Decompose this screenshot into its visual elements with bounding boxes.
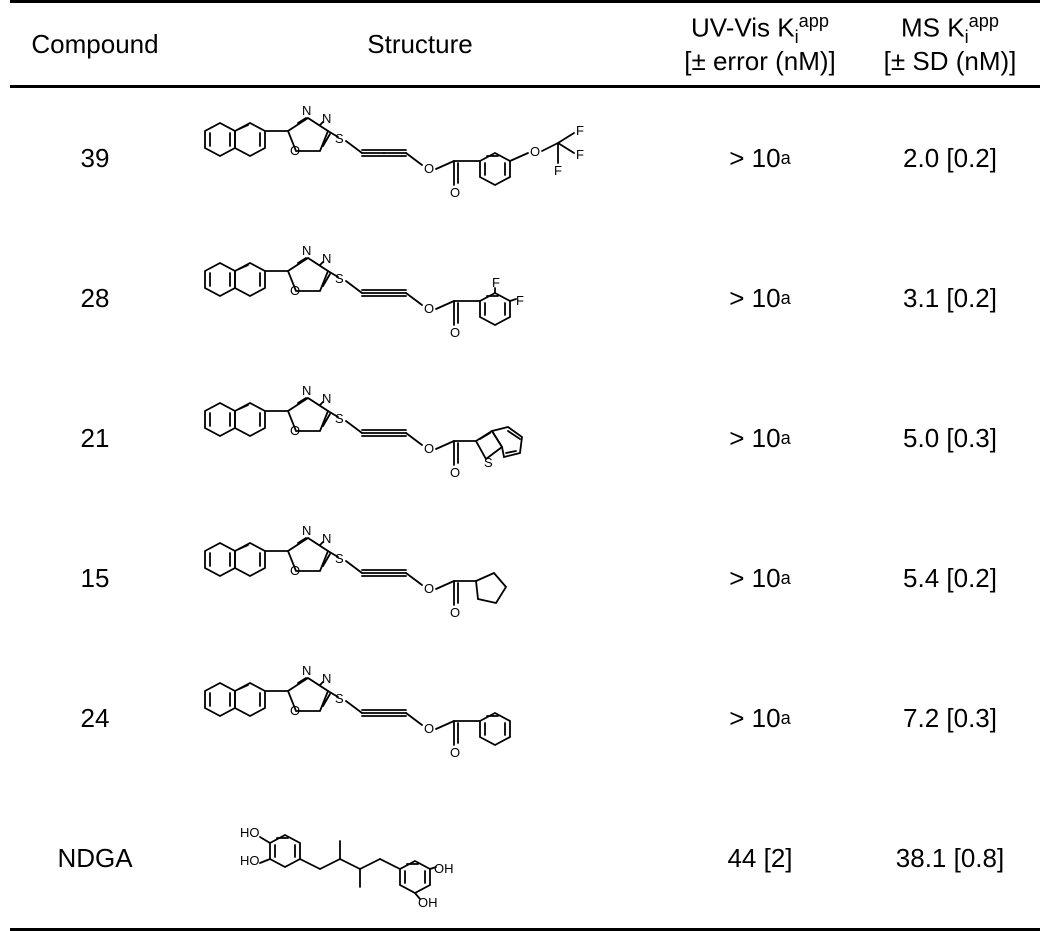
svg-text:O: O	[290, 563, 300, 578]
cell-compound: 24	[10, 703, 180, 734]
svg-text:N: N	[302, 243, 311, 258]
svg-text:O: O	[424, 301, 434, 316]
cell-structure: O NN S O O S	[180, 373, 660, 503]
table-row: 24 O NN S O O	[10, 648, 1040, 788]
svg-text:N: N	[302, 103, 311, 118]
cell-structure: HO HO OH OH	[180, 793, 660, 923]
svg-text:S: S	[335, 691, 344, 706]
svg-text:O: O	[450, 745, 460, 760]
header-compound: Compound	[10, 29, 180, 60]
svg-text:S: S	[335, 411, 344, 426]
cell-ms: 5.4 [0.2]	[860, 563, 1040, 594]
svg-text:O: O	[424, 161, 434, 176]
structure-24: O NN S O O	[180, 653, 660, 783]
cell-uvvis: > 10a	[660, 563, 860, 594]
table-header: Compound Structure UV-Vis Kiapp [± error…	[10, 0, 1040, 88]
svg-text:N: N	[302, 523, 311, 538]
svg-text:OH: OH	[434, 861, 454, 876]
table-row: NDGA HO HO	[10, 788, 1040, 928]
svg-text:O: O	[290, 283, 300, 298]
svg-text:O: O	[424, 441, 434, 456]
compound-table: Compound Structure UV-Vis Kiapp [± error…	[0, 0, 1050, 926]
svg-text:O: O	[290, 703, 300, 718]
cell-ms: 5.0 [0.3]	[860, 423, 1040, 454]
svg-text:F: F	[492, 275, 500, 290]
cell-structure: O NN S O O	[180, 653, 660, 783]
svg-text:S: S	[335, 131, 344, 146]
structure-28: O NN S O O F F	[180, 233, 660, 363]
cell-compound: NDGA	[10, 843, 180, 874]
svg-text:O: O	[450, 185, 460, 200]
svg-text:HO: HO	[240, 825, 260, 840]
svg-text:F: F	[576, 123, 584, 138]
svg-text:O: O	[450, 325, 460, 340]
svg-text:F: F	[554, 163, 562, 178]
header-uvvis: UV-Vis Kiapp [± error (nM)]	[660, 11, 860, 78]
cell-ms: 38.1 [0.8]	[860, 843, 1040, 874]
structure-39: O NN S O O	[180, 93, 660, 223]
cell-compound: 21	[10, 423, 180, 454]
cell-ms: 3.1 [0.2]	[860, 283, 1040, 314]
cell-compound: 28	[10, 283, 180, 314]
svg-text:HO: HO	[240, 853, 260, 868]
cell-uvvis: > 10a	[660, 703, 860, 734]
cell-ms: 7.2 [0.3]	[860, 703, 1040, 734]
svg-text:N: N	[302, 663, 311, 678]
svg-text:N: N	[322, 531, 331, 546]
svg-text:OH: OH	[418, 895, 438, 910]
cell-uvvis: 44 [2]	[660, 843, 860, 874]
cell-compound: 15	[10, 563, 180, 594]
svg-text:O: O	[290, 143, 300, 158]
cell-structure: O NN S O O F F	[180, 233, 660, 363]
svg-text:O: O	[450, 465, 460, 480]
table-row: 15 O NN S O O	[10, 508, 1040, 648]
cell-structure: O NN S O O	[180, 93, 660, 223]
cell-uvvis: > 10a	[660, 283, 860, 314]
cell-structure: O NN S O O	[180, 513, 660, 643]
table-row: 21 O NN S O O	[10, 368, 1040, 508]
svg-text:F: F	[576, 147, 584, 162]
svg-text:N: N	[322, 251, 331, 266]
svg-text:O: O	[424, 581, 434, 596]
svg-text:S: S	[335, 551, 344, 566]
structure-ndga: HO HO OH OH	[180, 793, 660, 923]
table-row: 39 O NN S	[10, 88, 1040, 228]
cell-compound: 39	[10, 143, 180, 174]
table-row: 28 O NN S O O	[10, 228, 1040, 368]
structure-21: O NN S O O S	[180, 373, 660, 503]
svg-text:N: N	[322, 111, 331, 126]
svg-text:F: F	[516, 293, 524, 308]
cell-ms: 2.0 [0.2]	[860, 143, 1040, 174]
svg-text:O: O	[290, 423, 300, 438]
svg-text:N: N	[302, 383, 311, 398]
header-ms: MS Kiapp [± SD (nM)]	[860, 11, 1040, 78]
svg-text:S: S	[335, 271, 344, 286]
svg-text:N: N	[322, 391, 331, 406]
cell-uvvis: > 10a	[660, 143, 860, 174]
svg-text:O: O	[450, 605, 460, 620]
structure-15: O NN S O O	[180, 513, 660, 643]
svg-text:O: O	[530, 144, 540, 159]
cell-uvvis: > 10a	[660, 423, 860, 454]
table-body: 39 O NN S	[10, 88, 1040, 931]
svg-text:N: N	[322, 671, 331, 686]
header-structure: Structure	[180, 29, 660, 60]
svg-text:O: O	[424, 721, 434, 736]
svg-text:S: S	[484, 455, 493, 470]
